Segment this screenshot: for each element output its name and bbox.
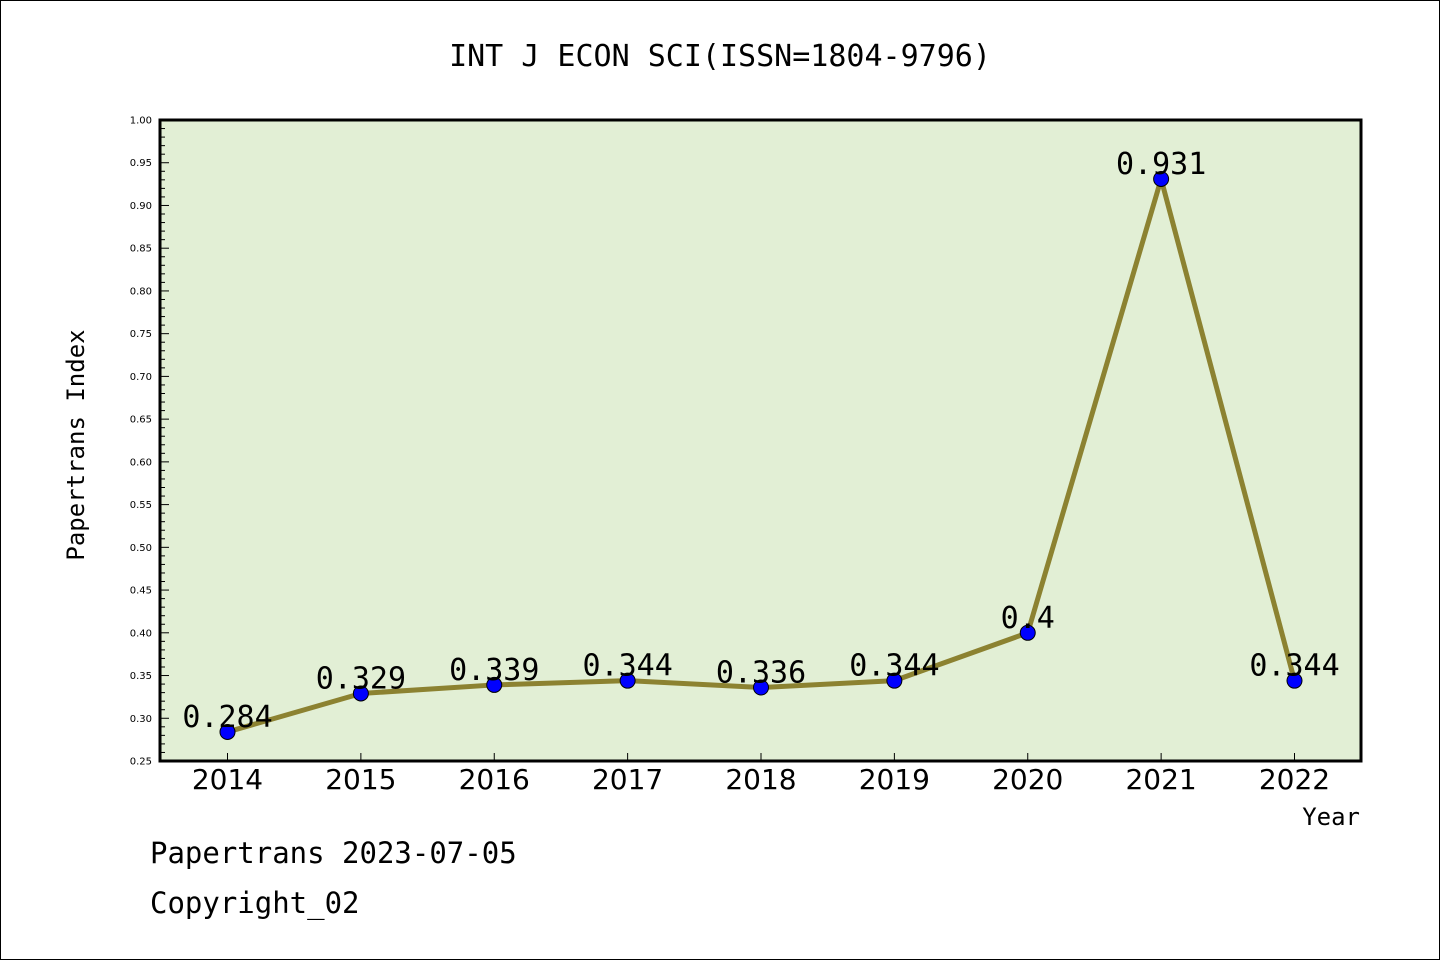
x-tick-label: 2021: [1125, 763, 1196, 796]
y-tick-label: 0.40: [130, 628, 152, 639]
y-tick-label: 0.95: [130, 158, 152, 169]
x-tick-label: 2016: [459, 763, 530, 796]
y-tick-label: 0.60: [130, 457, 152, 468]
x-tick-label: 2018: [725, 763, 796, 796]
data-point: [486, 676, 503, 693]
data-point: [1286, 672, 1303, 689]
y-tick-label: 0.75: [130, 329, 152, 340]
data-point: [619, 672, 636, 689]
y-axis: 0.25 0.30 0.35 0.40 0.45 0.50 0.55 0.60 0.65 0.70…: [130, 116, 169, 768]
y-axis-label: Papertrans Index: [62, 329, 90, 560]
data-label: 0.336: [716, 655, 806, 690]
y-tick-label: 0.35: [130, 671, 152, 682]
data-point: [352, 685, 369, 702]
footer-copyright: Copyright_02: [150, 886, 360, 920]
data-label: 0.344: [849, 649, 939, 684]
y-tick-label: 0.45: [130, 586, 152, 597]
y-tick-label: 0.70: [130, 372, 152, 383]
y-tick-label: 0.25: [130, 757, 152, 768]
x-tick-label: 2017: [592, 763, 663, 796]
series-group: 0.284 0.329 0.339 0.344 0.336 0.344 0.4 0.931 0.…: [182, 147, 1340, 740]
data-label: 0.4: [1001, 601, 1055, 636]
y-tick-label: 0.80: [130, 286, 152, 297]
y-tick-label: 0.90: [130, 201, 152, 212]
y-tick-label: 0.85: [130, 244, 152, 255]
data-point: [753, 679, 769, 696]
footer-date: Papertrans 2023-07-05: [150, 836, 517, 870]
x-tick-label: 2022: [1259, 763, 1330, 796]
y-tick-label: 0.55: [130, 500, 152, 511]
x-axis: 2014 2015 2016 2017 2018 2019 2020 2021 2022: [192, 753, 1330, 796]
data-point: [886, 672, 903, 689]
data-point: [219, 723, 236, 740]
data-label: 0.931: [1116, 147, 1206, 182]
x-tick-label: 2015: [325, 763, 396, 796]
data-label: 0.339: [449, 653, 539, 688]
x-tick-label: 2019: [859, 763, 930, 796]
data-label: 0.344: [582, 649, 672, 684]
y-tick-label: 0.65: [130, 415, 152, 426]
plot-area: [158, 118, 1363, 763]
y-tick-label: 0.50: [130, 543, 152, 554]
data-point: [1153, 170, 1170, 187]
data-label: 0.344: [1249, 649, 1339, 684]
x-axis-label: Year: [1302, 803, 1360, 831]
chart-title: INT J ECON SCI(ISSN=1804-9796): [449, 39, 991, 74]
y-tick-label: 0.30: [130, 714, 152, 725]
data-label: 0.329: [316, 661, 406, 696]
y-tick-label: 1.00: [130, 116, 152, 127]
data-label: 0.284: [182, 700, 272, 735]
x-tick-label: 2014: [192, 763, 263, 796]
x-tick-label: 2020: [992, 763, 1063, 796]
data-point: [1019, 624, 1036, 641]
